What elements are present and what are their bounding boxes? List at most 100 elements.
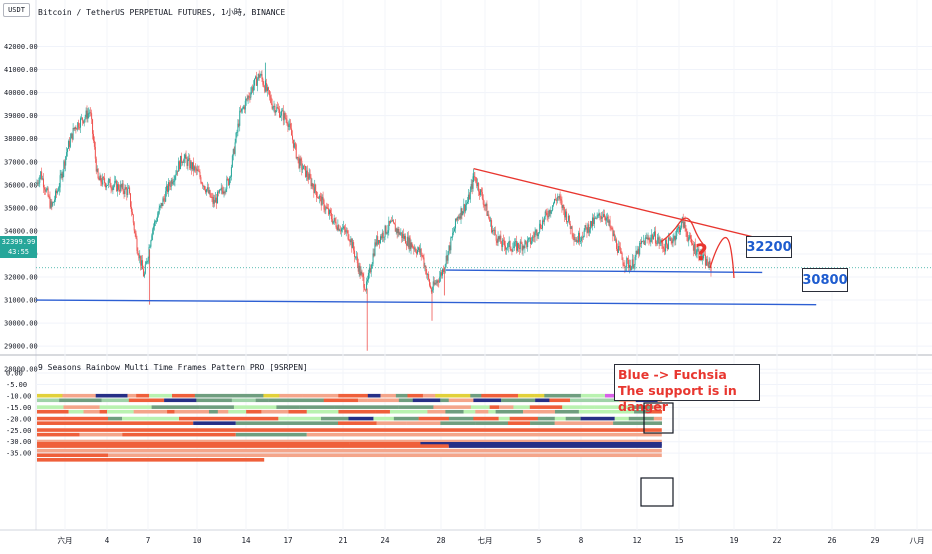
candle-body [94, 146, 96, 159]
candle-body [570, 226, 572, 229]
band-segment [172, 393, 196, 398]
candle-body [495, 234, 497, 241]
candle-body [575, 239, 577, 242]
candle-body [323, 199, 325, 210]
candle-body [392, 220, 394, 223]
candle-body [460, 208, 462, 219]
candle-body [241, 108, 243, 112]
candle-body [608, 220, 610, 223]
candle-body [691, 243, 693, 246]
danger-note[interactable]: Blue -> Fuchsia The support is in danger [614, 364, 760, 414]
candle-body [512, 248, 514, 252]
candle-body [46, 188, 48, 190]
support-line-32200[interactable] [445, 269, 763, 274]
band-segment [614, 416, 629, 421]
candle-body [489, 217, 491, 222]
candle-body [419, 248, 421, 253]
candle-body [80, 117, 82, 119]
candle-body [367, 272, 369, 280]
band-segment [95, 393, 128, 398]
candle-body [472, 176, 474, 189]
candle-body [99, 175, 101, 181]
question-mark: ? [695, 241, 708, 266]
candle-body [343, 226, 345, 230]
candle-body [190, 162, 192, 169]
band-segment [644, 421, 660, 425]
band-segment [380, 393, 397, 398]
price-tick-label: 31000.00 [4, 297, 38, 305]
support-label-32200[interactable]: 32200 [746, 236, 792, 258]
candle-body [678, 226, 680, 229]
candle-body [218, 189, 220, 193]
candle-body [666, 244, 668, 250]
band-segment [440, 398, 449, 403]
candle-body [328, 208, 330, 215]
candle-body [420, 248, 422, 255]
band-segment [107, 409, 134, 414]
candle-body [589, 229, 591, 233]
candle-body [541, 228, 543, 229]
candle-body [401, 232, 403, 239]
candle-body [156, 216, 158, 222]
candle-body [129, 187, 131, 194]
band-segment [659, 421, 662, 425]
resistance-trendline[interactable] [473, 168, 786, 246]
candle-body [656, 239, 658, 244]
candle-body [703, 254, 705, 259]
band-segment [549, 398, 571, 403]
candle-body [74, 126, 76, 130]
candle-body [579, 232, 581, 242]
candle-body [60, 173, 62, 176]
candle-body [242, 106, 244, 109]
candle-body [440, 272, 442, 277]
candle-body [172, 181, 174, 184]
candle-body [542, 220, 544, 222]
candle-body [213, 199, 215, 204]
support-label-30800[interactable]: 30800 [802, 268, 848, 292]
band-segment [81, 398, 102, 403]
candle-body [316, 191, 318, 198]
candle-body [64, 161, 66, 166]
band-segment [179, 416, 279, 421]
band-segment [565, 416, 581, 421]
band-segment [418, 416, 450, 421]
candle-body [672, 239, 674, 244]
candle-body [324, 209, 326, 211]
time-tick-label: 22 [772, 536, 781, 545]
candle-body [354, 256, 356, 258]
candle-body [698, 249, 700, 258]
band-segment [634, 409, 651, 414]
candle-body [212, 196, 214, 204]
band-segment [367, 393, 381, 398]
band-segment [337, 421, 356, 425]
candle-body [504, 240, 506, 246]
candle-body [214, 199, 216, 203]
candle-body [534, 232, 536, 238]
projection-arc-2 [709, 236, 735, 279]
candle-body [342, 226, 344, 229]
candle-body [313, 187, 315, 194]
band-segment [37, 444, 449, 448]
candle-body [412, 247, 414, 249]
candle-body [694, 243, 696, 255]
candle-body [238, 123, 240, 126]
candle-body [658, 237, 660, 244]
candle-body [58, 187, 60, 191]
candle-body [532, 236, 534, 238]
support-line-30800[interactable] [35, 299, 817, 306]
candle-body [252, 87, 254, 91]
candle-body [306, 170, 308, 177]
candle-body [279, 115, 281, 118]
candle-body [137, 250, 139, 256]
candle-body [540, 223, 542, 229]
highlight-box-bottom[interactable] [640, 477, 674, 507]
candle-body [442, 269, 444, 273]
highlight-box-top[interactable] [643, 402, 674, 434]
candle-body [593, 217, 595, 224]
band-segment [435, 393, 471, 398]
candle-body [217, 191, 219, 193]
candle-body [119, 184, 121, 192]
currency-badge[interactable]: USDT [3, 3, 30, 17]
